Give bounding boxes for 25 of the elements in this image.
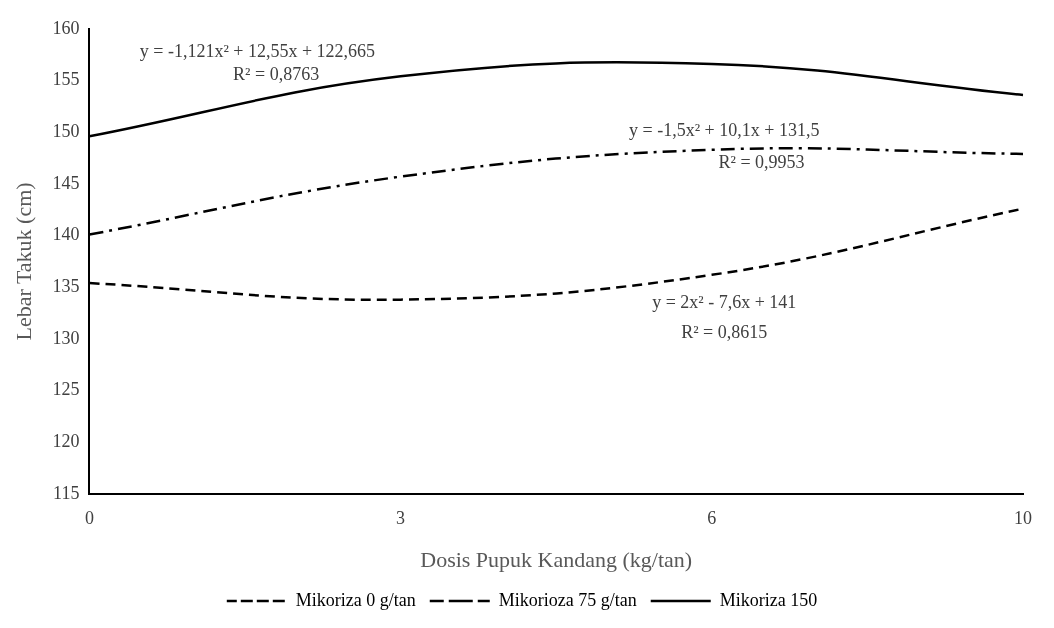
x-tick-label: 0 xyxy=(84,507,94,528)
annotation: y = 2x² - 7,6x + 141 xyxy=(652,292,797,312)
y-tick-label: 130 xyxy=(52,327,80,348)
x-tick-label: 10 xyxy=(1014,507,1032,528)
legend-label: Mikoriza 0 g/tan xyxy=(295,589,416,610)
annotation: R² = 0,9953 xyxy=(718,152,805,173)
legend-label: Mikorioza 75 g/tan xyxy=(498,589,637,610)
y-tick-label: 125 xyxy=(52,379,80,400)
annotation: y = -1,5x² + 10,1x + 131,5 xyxy=(629,119,820,140)
x-tick-label: 6 xyxy=(707,507,717,528)
legend-label: Mikoriza 150 xyxy=(719,589,818,610)
y-tick-label: 120 xyxy=(52,431,80,452)
x-axis-title: Dosis Pupuk Kandang (kg/tan) xyxy=(420,546,693,572)
y-tick-label: 135 xyxy=(52,275,80,296)
y-tick-label: 155 xyxy=(52,69,80,90)
y-tick-label: 150 xyxy=(52,120,80,141)
y-tick-label: 160 xyxy=(52,17,80,38)
y-tick-label: 145 xyxy=(52,172,80,193)
annotation: R² = 0,8615 xyxy=(681,322,768,343)
annotation: R² = 0,8763 xyxy=(233,64,320,85)
x-tick-label: 3 xyxy=(396,507,406,528)
y-tick-label: 140 xyxy=(52,224,80,245)
y-tick-label: 115 xyxy=(53,482,80,503)
y-axis-title: Lebar Takuk (cm) xyxy=(10,182,36,341)
annotation: y = -1,121x² + 12,55x + 122,665 xyxy=(139,40,376,61)
